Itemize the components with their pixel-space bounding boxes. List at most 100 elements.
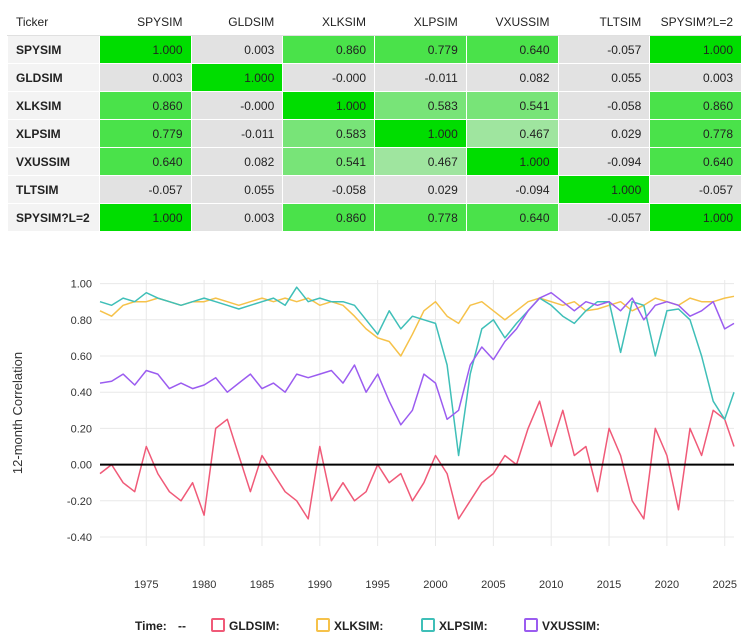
correlation-cell: 0.029 — [557, 119, 651, 148]
correlation-cell: -0.057 — [557, 203, 651, 232]
correlation-cell: 0.467 — [374, 147, 467, 176]
correlation-cell: 0.779 — [374, 35, 467, 64]
correlation-cell: -0.000 — [282, 63, 375, 92]
correlation-cell: 0.640 — [649, 147, 742, 176]
column-header[interactable]: TLTSIM — [557, 7, 651, 36]
row-header: GLDSIM — [7, 63, 100, 92]
table-row: XLPSIM 0.779 -0.011 0.583 1.000 0.467 0.029 0.7… — [7, 119, 742, 148]
correlation-cell: 1.000 — [557, 175, 651, 204]
x-tick-label: 1980 — [192, 579, 216, 591]
series-line-0 — [99, 400, 735, 520]
correlation-cell: -0.094 — [557, 147, 651, 176]
legend-swatch-1 — [316, 618, 330, 632]
row-header: TLTSIM — [7, 175, 100, 204]
row-header: SPYSIM — [7, 35, 100, 64]
y-tick-label: 0.20 — [71, 423, 92, 435]
correlation-cell: 0.055 — [557, 63, 651, 92]
correlation-cell: 0.860 — [649, 91, 742, 120]
legend-time-label: Time: — [135, 619, 167, 633]
correlation-cell: 0.467 — [465, 119, 559, 148]
y-tick-label: -0.20 — [67, 496, 92, 508]
y-tick-label: 0.60 — [71, 351, 92, 363]
legend-swatch-0 — [211, 618, 225, 632]
correlation-cell: 0.029 — [374, 175, 467, 204]
column-header[interactable]: SPYSIM?L=2 — [649, 7, 742, 36]
correlation-cell: -0.011 — [374, 63, 467, 92]
correlation-cell: 0.860 — [282, 203, 375, 232]
correlation-cell: -0.058 — [282, 175, 375, 204]
correlation-cell: 0.003 — [190, 35, 284, 64]
column-header[interactable]: SPYSIM — [98, 7, 192, 36]
column-header[interactable]: XLKSIM — [282, 7, 375, 36]
x-tick-label: 2000 — [423, 579, 447, 591]
correlation-cell: 1.000 — [282, 91, 375, 120]
correlation-cell: 0.003 — [649, 63, 742, 92]
row-header: XLKSIM — [7, 91, 100, 120]
correlation-cell: 0.860 — [282, 35, 375, 64]
legend-item-label: GLDSIM: — [229, 619, 280, 633]
correlation-cell: -0.057 — [557, 35, 651, 64]
correlation-cell: 0.541 — [282, 147, 375, 176]
correlation-cell: 0.003 — [190, 203, 284, 232]
x-tick-label: 1985 — [250, 579, 274, 591]
correlation-cell: -0.057 — [649, 175, 742, 204]
correlation-cell: 0.541 — [465, 91, 559, 120]
table-row: GLDSIM 0.003 1.000 -0.000 -0.011 0.082 0.055 0.… — [7, 63, 742, 92]
correlation-chart: -0.40 -0.20 0.00 0.20 0.40 0.60 0.80 1.00 1975 19… — [0, 250, 744, 637]
correlation-cell: 1.000 — [190, 63, 284, 92]
correlation-cell: 1.000 — [374, 119, 467, 148]
x-tick-label: 1995 — [365, 579, 389, 591]
legend-swatch-3 — [524, 618, 538, 632]
correlation-cell: 0.583 — [282, 119, 375, 148]
correlation-cell: 0.640 — [98, 147, 192, 176]
y-tick-label: 0.00 — [71, 460, 92, 472]
column-header[interactable]: GLDSIM — [190, 7, 284, 36]
column-header[interactable]: XLPSIM — [374, 7, 467, 36]
correlation-cell: 0.640 — [465, 35, 559, 64]
y-tick-label: 0.80 — [71, 315, 92, 327]
y-tick-label: -0.40 — [67, 532, 92, 544]
table-row: VXUSSIM 0.640 0.082 0.541 0.467 1.000 -0.094 0.… — [7, 147, 742, 176]
series-line-1 — [99, 295, 735, 357]
legend-item-label: XLPSIM: — [439, 619, 488, 633]
correlation-cell: -0.058 — [557, 91, 651, 120]
correlation-cell: -0.057 — [98, 175, 192, 204]
correlation-cell: 1.000 — [649, 203, 742, 232]
table-row: TLTSIM -0.057 0.055 -0.058 0.029 -0.094 1.000-… — [7, 175, 742, 204]
correlation-cell: 0.583 — [374, 91, 467, 120]
row-header: SPYSIM?L=2 — [7, 203, 100, 232]
legend-swatch-2 — [421, 618, 435, 632]
correlation-cell: -0.011 — [190, 119, 284, 148]
correlation-cell: 1.000 — [649, 35, 742, 64]
correlation-cell: 0.082 — [465, 63, 559, 92]
legend-time-value: -- — [178, 619, 186, 633]
column-header[interactable]: VXUSSIM — [465, 7, 559, 36]
table-row: XLKSIM 0.860 -0.000 1.000 0.583 0.541 -0.058 0.… — [7, 91, 742, 120]
row-header: VXUSSIM — [7, 147, 100, 176]
correlation-cell: 0.082 — [190, 147, 284, 176]
legend-item-label: XLKSIM: — [334, 619, 383, 633]
correlation-cell: 1.000 — [98, 35, 192, 64]
x-tick-label: 2025 — [713, 579, 737, 591]
correlation-cell: 0.860 — [98, 91, 192, 120]
y-axis-label: 12-month Correlation — [10, 352, 25, 474]
table-header-row: Ticker SPYSIM GLDSIM XLKSIM XLPSIM VXUSS… — [7, 7, 742, 36]
series-line-3 — [99, 291, 735, 426]
x-tick-label: 2015 — [597, 579, 621, 591]
chart-svg: -0.40 -0.20 0.00 0.20 0.40 0.60 0.80 1.00 1975 19… — [10, 279, 737, 633]
x-tick-label: 1975 — [134, 579, 158, 591]
legend-item-label: VXUSSIM: — [542, 619, 600, 633]
correlation-cell: 0.779 — [98, 119, 192, 148]
table-body: SPYSIM 1.000 0.003 0.860 0.779 0.640 -0.057 1.0… — [7, 35, 742, 232]
correlation-cell: 0.055 — [190, 175, 284, 204]
correlation-cell: 0.640 — [465, 203, 559, 232]
correlation-cell: 0.778 — [649, 119, 742, 148]
correlation-cell: 1.000 — [98, 203, 192, 232]
row-header: XLPSIM — [7, 119, 100, 148]
correlation-cell: 0.003 — [98, 63, 192, 92]
column-header-ticker[interactable]: Ticker — [7, 7, 100, 36]
x-tick-label: 2010 — [539, 579, 563, 591]
correlation-cell: 0.778 — [374, 203, 467, 232]
correlation-cell: -0.094 — [465, 175, 559, 204]
y-tick-label: 1.00 — [71, 279, 92, 291]
